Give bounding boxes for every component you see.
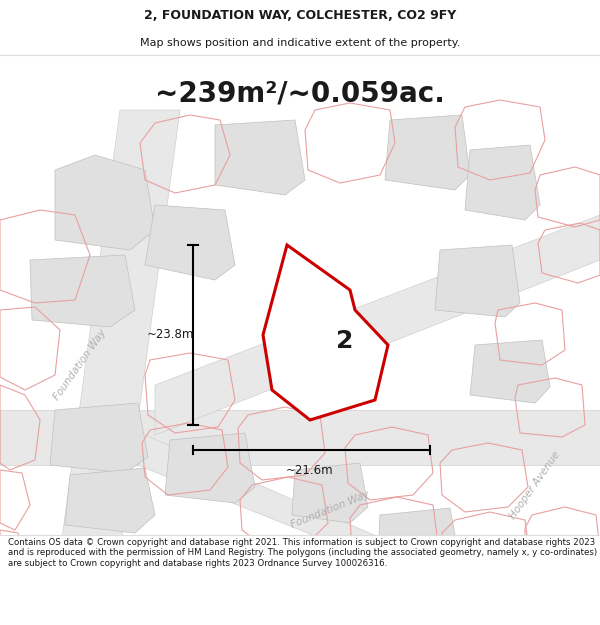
Polygon shape <box>50 403 148 473</box>
Polygon shape <box>0 410 600 465</box>
Text: 2: 2 <box>336 329 353 352</box>
Polygon shape <box>435 245 520 317</box>
Text: ~239m²/~0.059ac.: ~239m²/~0.059ac. <box>155 79 445 107</box>
Polygon shape <box>215 120 305 195</box>
Polygon shape <box>55 110 180 590</box>
Polygon shape <box>378 508 458 567</box>
Text: Hooper Avenue: Hooper Avenue <box>508 449 562 521</box>
Text: ~23.8m: ~23.8m <box>146 329 194 341</box>
Polygon shape <box>30 255 135 327</box>
Text: Contains OS data © Crown copyright and database right 2021. This information is : Contains OS data © Crown copyright and d… <box>8 538 597 568</box>
Polygon shape <box>385 115 470 190</box>
Text: Foundation Way: Foundation Way <box>289 489 371 531</box>
Polygon shape <box>155 215 600 435</box>
Polygon shape <box>470 340 550 403</box>
Polygon shape <box>465 145 540 220</box>
Polygon shape <box>65 468 155 533</box>
Text: Foundation Way: Foundation Way <box>52 328 108 402</box>
Text: ~21.6m: ~21.6m <box>286 464 334 476</box>
Polygon shape <box>145 205 235 280</box>
Text: 2, FOUNDATION WAY, COLCHESTER, CO2 9FY: 2, FOUNDATION WAY, COLCHESTER, CO2 9FY <box>144 9 456 22</box>
Polygon shape <box>165 433 255 503</box>
Polygon shape <box>100 435 500 590</box>
Polygon shape <box>263 245 388 420</box>
Polygon shape <box>292 463 368 523</box>
Polygon shape <box>55 155 155 250</box>
Text: Map shows position and indicative extent of the property.: Map shows position and indicative extent… <box>140 38 460 48</box>
